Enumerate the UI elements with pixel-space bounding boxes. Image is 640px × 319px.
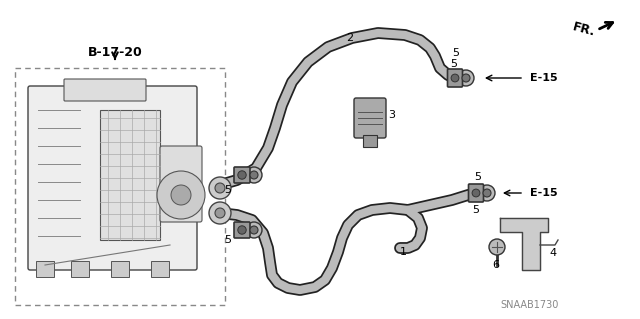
Circle shape <box>250 171 258 179</box>
Text: 5: 5 <box>451 59 458 69</box>
FancyBboxPatch shape <box>234 167 250 183</box>
Circle shape <box>451 74 459 82</box>
Circle shape <box>246 222 262 238</box>
Text: 5: 5 <box>225 235 232 245</box>
Text: 5: 5 <box>225 185 232 195</box>
FancyBboxPatch shape <box>71 261 89 277</box>
Circle shape <box>483 189 491 197</box>
Text: FR.: FR. <box>572 21 597 39</box>
FancyBboxPatch shape <box>234 222 250 238</box>
Text: 1: 1 <box>399 247 406 257</box>
FancyBboxPatch shape <box>160 146 202 222</box>
Text: 5: 5 <box>452 48 460 58</box>
Circle shape <box>238 171 246 179</box>
Text: 5: 5 <box>474 172 481 182</box>
Text: B-17-20: B-17-20 <box>88 46 142 58</box>
Text: E-15: E-15 <box>530 188 557 198</box>
Circle shape <box>215 208 225 218</box>
Circle shape <box>238 226 246 234</box>
Circle shape <box>458 70 474 86</box>
Text: 6: 6 <box>493 260 499 270</box>
FancyBboxPatch shape <box>111 261 129 277</box>
Bar <box>15 68 225 305</box>
FancyArrowPatch shape <box>600 22 612 29</box>
FancyBboxPatch shape <box>28 86 197 270</box>
FancyBboxPatch shape <box>151 261 169 277</box>
Circle shape <box>479 185 495 201</box>
Text: 4: 4 <box>549 248 557 258</box>
FancyBboxPatch shape <box>64 79 146 101</box>
Circle shape <box>157 171 205 219</box>
FancyBboxPatch shape <box>36 261 54 277</box>
Circle shape <box>209 177 231 199</box>
Polygon shape <box>500 218 548 270</box>
Text: E-15: E-15 <box>530 73 557 83</box>
Circle shape <box>246 167 262 183</box>
Bar <box>100 110 160 240</box>
Text: 3: 3 <box>388 110 396 120</box>
Circle shape <box>209 202 231 224</box>
Circle shape <box>215 183 225 193</box>
FancyBboxPatch shape <box>354 98 386 138</box>
Circle shape <box>489 239 505 255</box>
Circle shape <box>250 226 258 234</box>
Circle shape <box>171 185 191 205</box>
Circle shape <box>472 189 480 197</box>
Circle shape <box>462 74 470 82</box>
FancyBboxPatch shape <box>363 135 377 147</box>
FancyBboxPatch shape <box>468 184 483 202</box>
Text: 2: 2 <box>346 33 353 43</box>
FancyBboxPatch shape <box>447 69 463 87</box>
Text: SNAAB1730: SNAAB1730 <box>501 300 559 310</box>
Text: 5: 5 <box>472 205 479 215</box>
